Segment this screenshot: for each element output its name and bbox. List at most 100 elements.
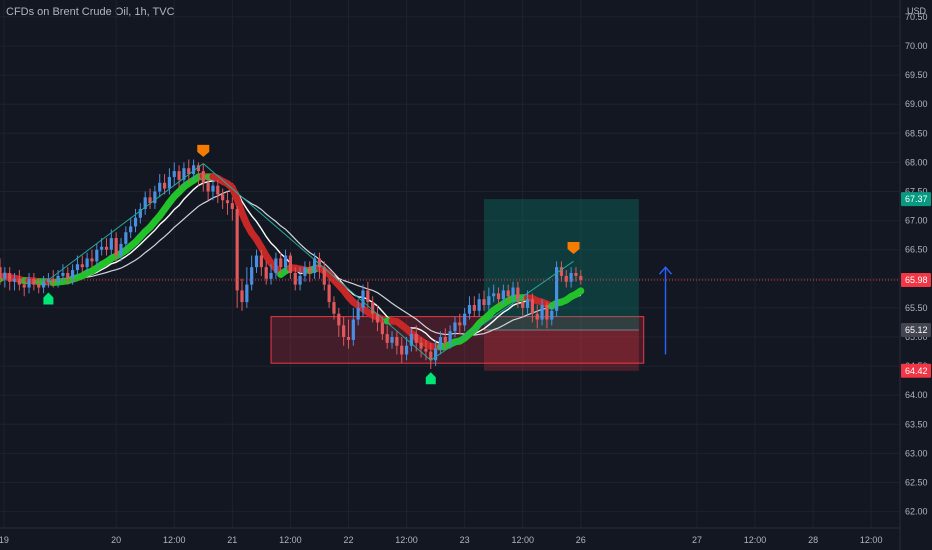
candle-body bbox=[385, 334, 389, 343]
candle-body bbox=[337, 313, 341, 326]
overlays bbox=[0, 144, 900, 385]
time-tick-label: 12:00 bbox=[511, 535, 534, 545]
candle-body bbox=[259, 255, 263, 268]
candle-body bbox=[56, 275, 60, 282]
candle-body bbox=[250, 267, 254, 285]
price-label-value: 65.12 bbox=[905, 325, 928, 335]
candle-body bbox=[496, 293, 501, 300]
long-position-stop bbox=[484, 330, 639, 371]
candle-body bbox=[559, 267, 564, 276]
time-tick-label: 21 bbox=[227, 535, 237, 545]
candle-body bbox=[521, 302, 525, 308]
candle-body bbox=[492, 293, 496, 297]
candle-body bbox=[283, 255, 288, 268]
price-tick-label: 69.00 bbox=[905, 99, 928, 109]
price-label-value: 67.37 bbox=[905, 194, 928, 204]
candle-body bbox=[555, 267, 559, 311]
zigzag-line bbox=[430, 260, 574, 361]
time-tick-label: 12:00 bbox=[163, 535, 186, 545]
time-tick-label: 12:00 bbox=[279, 535, 302, 545]
price-labels: 67.37 65.98 65.12 64.42 bbox=[901, 192, 931, 378]
signal-marker-up bbox=[425, 372, 436, 385]
price-tick-label: 63.00 bbox=[905, 448, 928, 458]
candle-body bbox=[279, 258, 283, 268]
candle-body bbox=[124, 232, 128, 244]
price-tick-label: 68.50 bbox=[905, 128, 928, 138]
candle-body bbox=[375, 313, 380, 323]
price-tick-label: 62.00 bbox=[905, 507, 928, 517]
candle-body bbox=[75, 264, 80, 271]
candle-body bbox=[448, 331, 452, 343]
candle-body bbox=[351, 319, 355, 340]
candle-body bbox=[0, 267, 2, 279]
candle-body bbox=[3, 272, 7, 279]
price-tick-label: 70.50 bbox=[905, 12, 928, 22]
candle-body bbox=[167, 176, 171, 189]
time-tick-label: 28 bbox=[808, 535, 818, 545]
candle-body bbox=[477, 299, 481, 311]
time-tick-label: 20 bbox=[111, 535, 121, 545]
candle-body bbox=[342, 325, 346, 337]
candle-body bbox=[438, 337, 443, 349]
price-tick-label: 62.50 bbox=[905, 478, 928, 488]
candle-body bbox=[371, 302, 375, 314]
candle-body bbox=[414, 334, 418, 343]
candle-body bbox=[235, 208, 239, 291]
time-tick-label: 23 bbox=[460, 535, 470, 545]
candle-body bbox=[463, 313, 467, 326]
candle-body bbox=[332, 302, 336, 314]
candle-body bbox=[579, 275, 583, 280]
candle-body bbox=[264, 267, 268, 279]
signal-marker-down bbox=[567, 242, 580, 255]
candle-body bbox=[288, 255, 292, 273]
candle-body bbox=[361, 290, 365, 308]
zigzag-line bbox=[48, 163, 204, 281]
candle-body bbox=[201, 171, 205, 183]
target-arrow-head bbox=[658, 266, 673, 275]
candle-body bbox=[569, 272, 573, 282]
price-tick-label: 67.50 bbox=[905, 187, 928, 197]
candle-body bbox=[177, 171, 181, 180]
candle-body bbox=[545, 304, 549, 320]
candle-body bbox=[516, 287, 520, 303]
chart-grid bbox=[0, 0, 900, 528]
candle-body bbox=[308, 267, 312, 273]
candle-body bbox=[216, 185, 220, 195]
candle-body bbox=[211, 185, 215, 192]
candle-body bbox=[192, 165, 196, 175]
candle-body bbox=[221, 194, 225, 201]
zigzag-line bbox=[202, 163, 432, 361]
candle-body bbox=[143, 197, 147, 209]
candle-body bbox=[274, 258, 278, 273]
candle-body bbox=[254, 255, 259, 268]
candle-body bbox=[61, 272, 65, 276]
signal-marker-down bbox=[197, 144, 210, 157]
candle-body bbox=[303, 267, 307, 276]
candle-body bbox=[419, 342, 423, 349]
price-tick-label: 65.50 bbox=[905, 303, 928, 313]
candle-body bbox=[95, 249, 99, 262]
price-tick-label: 69.50 bbox=[905, 70, 928, 80]
candle-body bbox=[530, 299, 534, 314]
candle-body bbox=[100, 246, 104, 250]
candle-body bbox=[22, 284, 26, 288]
time-axis[interactable]: 19 20 12:00 21 12:00 22 12:00 23 12:00 26 27 12:00 2… bbox=[0, 535, 882, 545]
candle-body bbox=[458, 322, 462, 326]
price-axis[interactable]: 62.0062.5063.0063.5064.0064.5065.0065.50… bbox=[905, 12, 928, 517]
time-tick-label: 12:00 bbox=[744, 535, 767, 545]
time-tick-label: 19 bbox=[0, 535, 9, 545]
time-tick-label: 22 bbox=[343, 535, 353, 545]
candle-body bbox=[564, 275, 568, 282]
price-tick-label: 64.00 bbox=[905, 390, 928, 400]
price-label-badge bbox=[901, 192, 931, 207]
candle-body bbox=[37, 284, 41, 288]
candle-body bbox=[472, 304, 476, 311]
candle-body bbox=[225, 200, 230, 204]
candle-body bbox=[245, 284, 249, 303]
price-tick-label: 70.00 bbox=[905, 41, 928, 51]
candle-body bbox=[17, 278, 21, 285]
price-label-badge bbox=[901, 363, 931, 378]
candle-body bbox=[390, 337, 394, 343]
candle-body bbox=[32, 278, 36, 285]
